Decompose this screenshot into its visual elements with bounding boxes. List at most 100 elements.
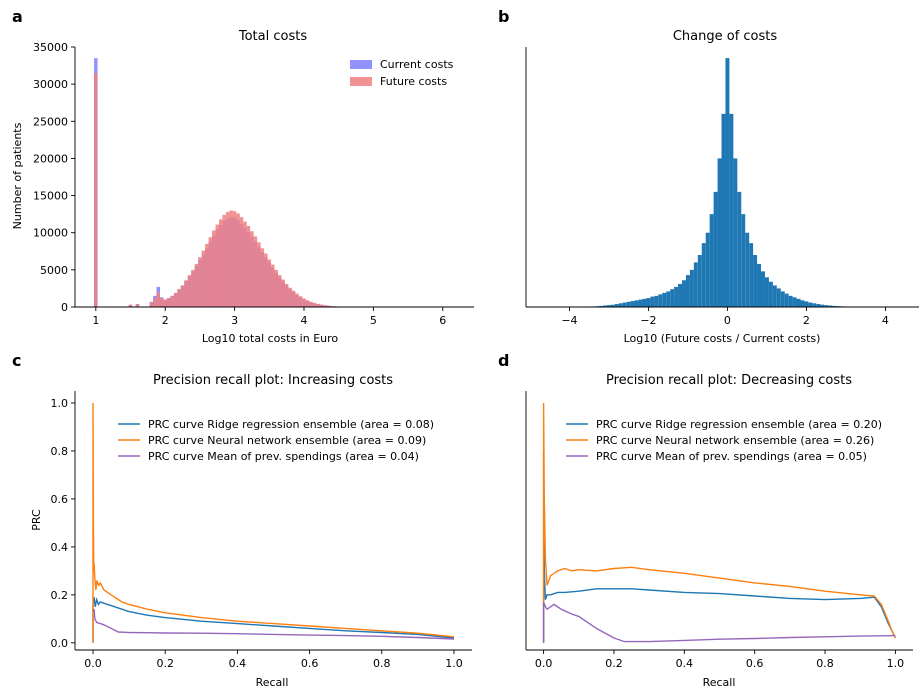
x-tick-label: 1 [92, 314, 99, 327]
panel-c-title: Precision recall plot: Increasing costs [153, 373, 393, 388]
bar [260, 248, 265, 307]
bar [232, 211, 237, 307]
plot-total-costs: 1 2 3 4 5 6 0 5000 10000 15000 20000 25000 30000 3500… [33, 41, 474, 327]
bar [246, 226, 251, 307]
legend-entry: PRC curve Neural network ensemble (area … [596, 434, 874, 447]
bar [713, 191, 718, 307]
bar [215, 224, 219, 307]
bar [705, 232, 710, 307]
bar [170, 295, 174, 307]
bar [812, 303, 817, 307]
bar [284, 283, 289, 307]
bar [267, 259, 272, 307]
bar [610, 304, 615, 307]
x-tick-label: 4 [300, 314, 307, 327]
bar [725, 58, 730, 308]
bar [330, 306, 334, 307]
panel-label-b: b [498, 7, 509, 26]
x-tick-label: 2 [162, 314, 169, 327]
bar [606, 305, 611, 307]
bar [156, 292, 161, 307]
bar [205, 243, 209, 307]
y-tick-label: 10000 [33, 227, 68, 240]
bar [784, 293, 789, 307]
bar [693, 262, 698, 307]
bar [701, 243, 706, 307]
legend-entry: PRC curve Ridge regression ensemble (are… [596, 418, 882, 431]
bar [764, 277, 769, 307]
bar [326, 305, 331, 307]
panel-d-xlabel: Recall [703, 676, 736, 688]
bar [281, 279, 285, 307]
bar [768, 281, 773, 307]
legend-entry: PRC curve Neural network ensemble (area … [148, 434, 426, 447]
bar [250, 231, 254, 307]
y-tick-label: 0.2 [51, 589, 69, 602]
panel-a-ylabel: Number of patients [11, 122, 24, 229]
x-tick-label: 0.8 [816, 657, 834, 670]
bar [749, 243, 754, 307]
bar [776, 288, 781, 307]
bar [689, 269, 694, 307]
x-tick-label: 0.0 [535, 657, 553, 670]
x-tick-label: 0.6 [746, 657, 764, 670]
bar [788, 295, 793, 307]
x-tick-label: 4 [882, 314, 889, 327]
bar [599, 305, 604, 307]
bar [184, 280, 188, 307]
legend-swatch [350, 77, 372, 86]
bar [800, 300, 805, 307]
y-tick-label: 0.0 [51, 637, 69, 650]
series-line [542, 402, 897, 643]
bar [682, 280, 686, 307]
bar [128, 304, 133, 307]
bar [194, 263, 199, 307]
plot-prc-increasing: 0.0 0.2 0.4 0.6 0.8 1.0 0.0 0.2 0.4 0.6 0.8 1.0 PRC … [51, 391, 472, 670]
bar [646, 298, 651, 307]
y-tick-label: 0 [61, 301, 68, 314]
bar [198, 257, 202, 307]
bar [626, 301, 631, 307]
bar [222, 214, 226, 307]
bar [323, 305, 327, 307]
bar [662, 292, 667, 307]
series-distribution [547, 58, 904, 308]
bar [741, 214, 746, 307]
bar [257, 242, 261, 307]
bar [225, 211, 230, 307]
bar [717, 158, 722, 307]
bar [302, 298, 306, 307]
x-tick-label: 0.6 [301, 657, 319, 670]
legend-entry: PRC curve Ridge regression ensemble (are… [148, 418, 434, 431]
bar [666, 291, 671, 307]
bar [674, 286, 679, 307]
bar [94, 73, 98, 307]
bar [239, 217, 244, 307]
bar [614, 304, 619, 307]
x-tick-label: 0.8 [373, 657, 391, 670]
bar [685, 275, 690, 307]
series-line [92, 608, 455, 640]
bar [208, 237, 213, 307]
bar [638, 299, 643, 307]
bar [721, 113, 726, 307]
bar [180, 285, 185, 307]
bar [163, 299, 167, 307]
x-tick-label: 1.0 [887, 657, 905, 670]
plot-prc-decreasing: 0.0 0.2 0.4 0.6 0.8 1.0 PRC curve Ridge regres… [525, 391, 913, 670]
x-tick-label: 0.2 [605, 657, 623, 670]
bar [816, 304, 821, 307]
panel-label-d: d [498, 351, 509, 370]
bar [264, 253, 268, 307]
bar [201, 250, 206, 307]
bar [160, 298, 164, 307]
bar [630, 301, 635, 307]
bar [135, 304, 140, 307]
bar [832, 305, 837, 307]
bar [697, 255, 702, 307]
x-tick-label: 2 [803, 314, 810, 327]
bar [319, 304, 324, 307]
bar [153, 298, 157, 307]
bar [191, 269, 195, 307]
